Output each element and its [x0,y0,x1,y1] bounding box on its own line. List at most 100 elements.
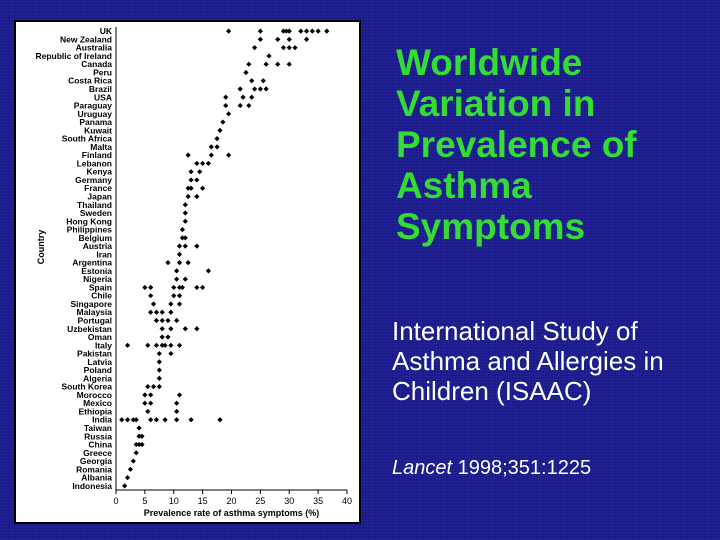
data-point [127,466,134,472]
y-tick-label: New Zealand [60,34,112,44]
data-point [136,441,142,448]
y-tick-label: Germany [75,175,112,185]
data-point [249,78,255,84]
y-tick-label: Malta [90,142,112,152]
data-point [156,359,162,365]
data-point [226,111,232,117]
data-point [200,284,206,291]
data-point [179,284,186,291]
x-tick-label: 20 [226,496,236,506]
data-point [124,417,131,423]
data-point [208,152,214,158]
data-point [174,408,180,415]
data-point [309,28,315,34]
y-tick-label: Singapore [70,299,112,309]
data-point [185,193,191,200]
data-point [156,375,162,381]
y-tick-label: Malaysia [77,307,113,317]
data-point [217,417,223,423]
data-point [162,342,168,348]
data-point [139,433,145,439]
data-point [159,317,165,324]
data-point [182,218,188,224]
y-tick-label: South Africa [62,134,112,144]
data-point [197,169,203,175]
data-point [133,450,139,456]
data-point [153,417,160,423]
y-axis-title: Country [36,230,46,265]
data-point [156,350,162,357]
y-tick-label: Algeria [83,373,112,383]
data-point [292,45,298,51]
data-point [145,384,151,390]
y-tick-label: UK [100,26,113,36]
data-point [188,169,194,175]
y-tick-label: Costa Rica [68,76,112,86]
data-point [130,458,136,464]
data-point [263,86,269,92]
data-point [179,235,186,241]
data-point [174,400,180,406]
data-point [168,326,174,332]
data-point [171,284,177,291]
data-point [168,342,174,348]
data-point [150,301,157,307]
data-point [303,36,310,43]
y-tick-label: Philippines [67,225,113,235]
data-point [257,36,263,43]
data-point [223,102,229,109]
y-tick-label: Thailand [77,200,112,210]
y-tick-label: India [92,415,112,425]
data-point [194,243,200,249]
data-point [286,61,292,67]
data-point [208,144,214,150]
data-point [174,268,180,274]
data-point [275,61,281,67]
data-point [133,417,139,423]
data-point [185,185,191,191]
data-point [237,86,243,92]
data-point [182,210,188,216]
data-point [249,94,255,100]
data-point [176,301,183,307]
y-tick-label: Morocco [77,390,112,400]
data-point [124,342,131,348]
data-point [176,392,183,398]
y-tick-label: Lebanon [77,158,112,168]
data-point [174,276,180,282]
data-point [298,28,304,34]
y-tick-label: Belgium [78,233,112,243]
y-tick-label: Uzbekistan [67,324,112,334]
data-point [240,94,246,100]
data-point [257,28,263,34]
y-tick-label: Paraguay [74,101,113,111]
data-point [226,152,232,158]
data-point [315,28,321,34]
data-point [260,78,266,84]
data-point [159,342,165,348]
data-point [243,69,249,76]
data-point [205,160,211,167]
data-point [168,350,174,357]
data-point [142,284,148,291]
citation-journal: Lancet [392,457,453,479]
data-point [214,136,220,142]
y-tick-label: Oman [88,332,112,342]
data-point [266,53,272,59]
data-point [182,276,188,282]
data-point [153,317,160,324]
data-point [194,177,200,183]
data-point [220,119,226,125]
data-point [148,284,154,291]
data-point [145,342,151,348]
data-point [217,127,223,133]
y-tick-label: Greece [83,448,112,458]
data-point [174,417,180,423]
y-tick-label: Indonesia [72,481,112,491]
data-point [188,417,194,423]
chart-panel: UK New Zealand Australia Republic of Irelan… [14,20,361,524]
data-point [246,61,252,67]
data-point [156,384,162,390]
data-point [226,28,232,34]
data-point [223,94,229,100]
